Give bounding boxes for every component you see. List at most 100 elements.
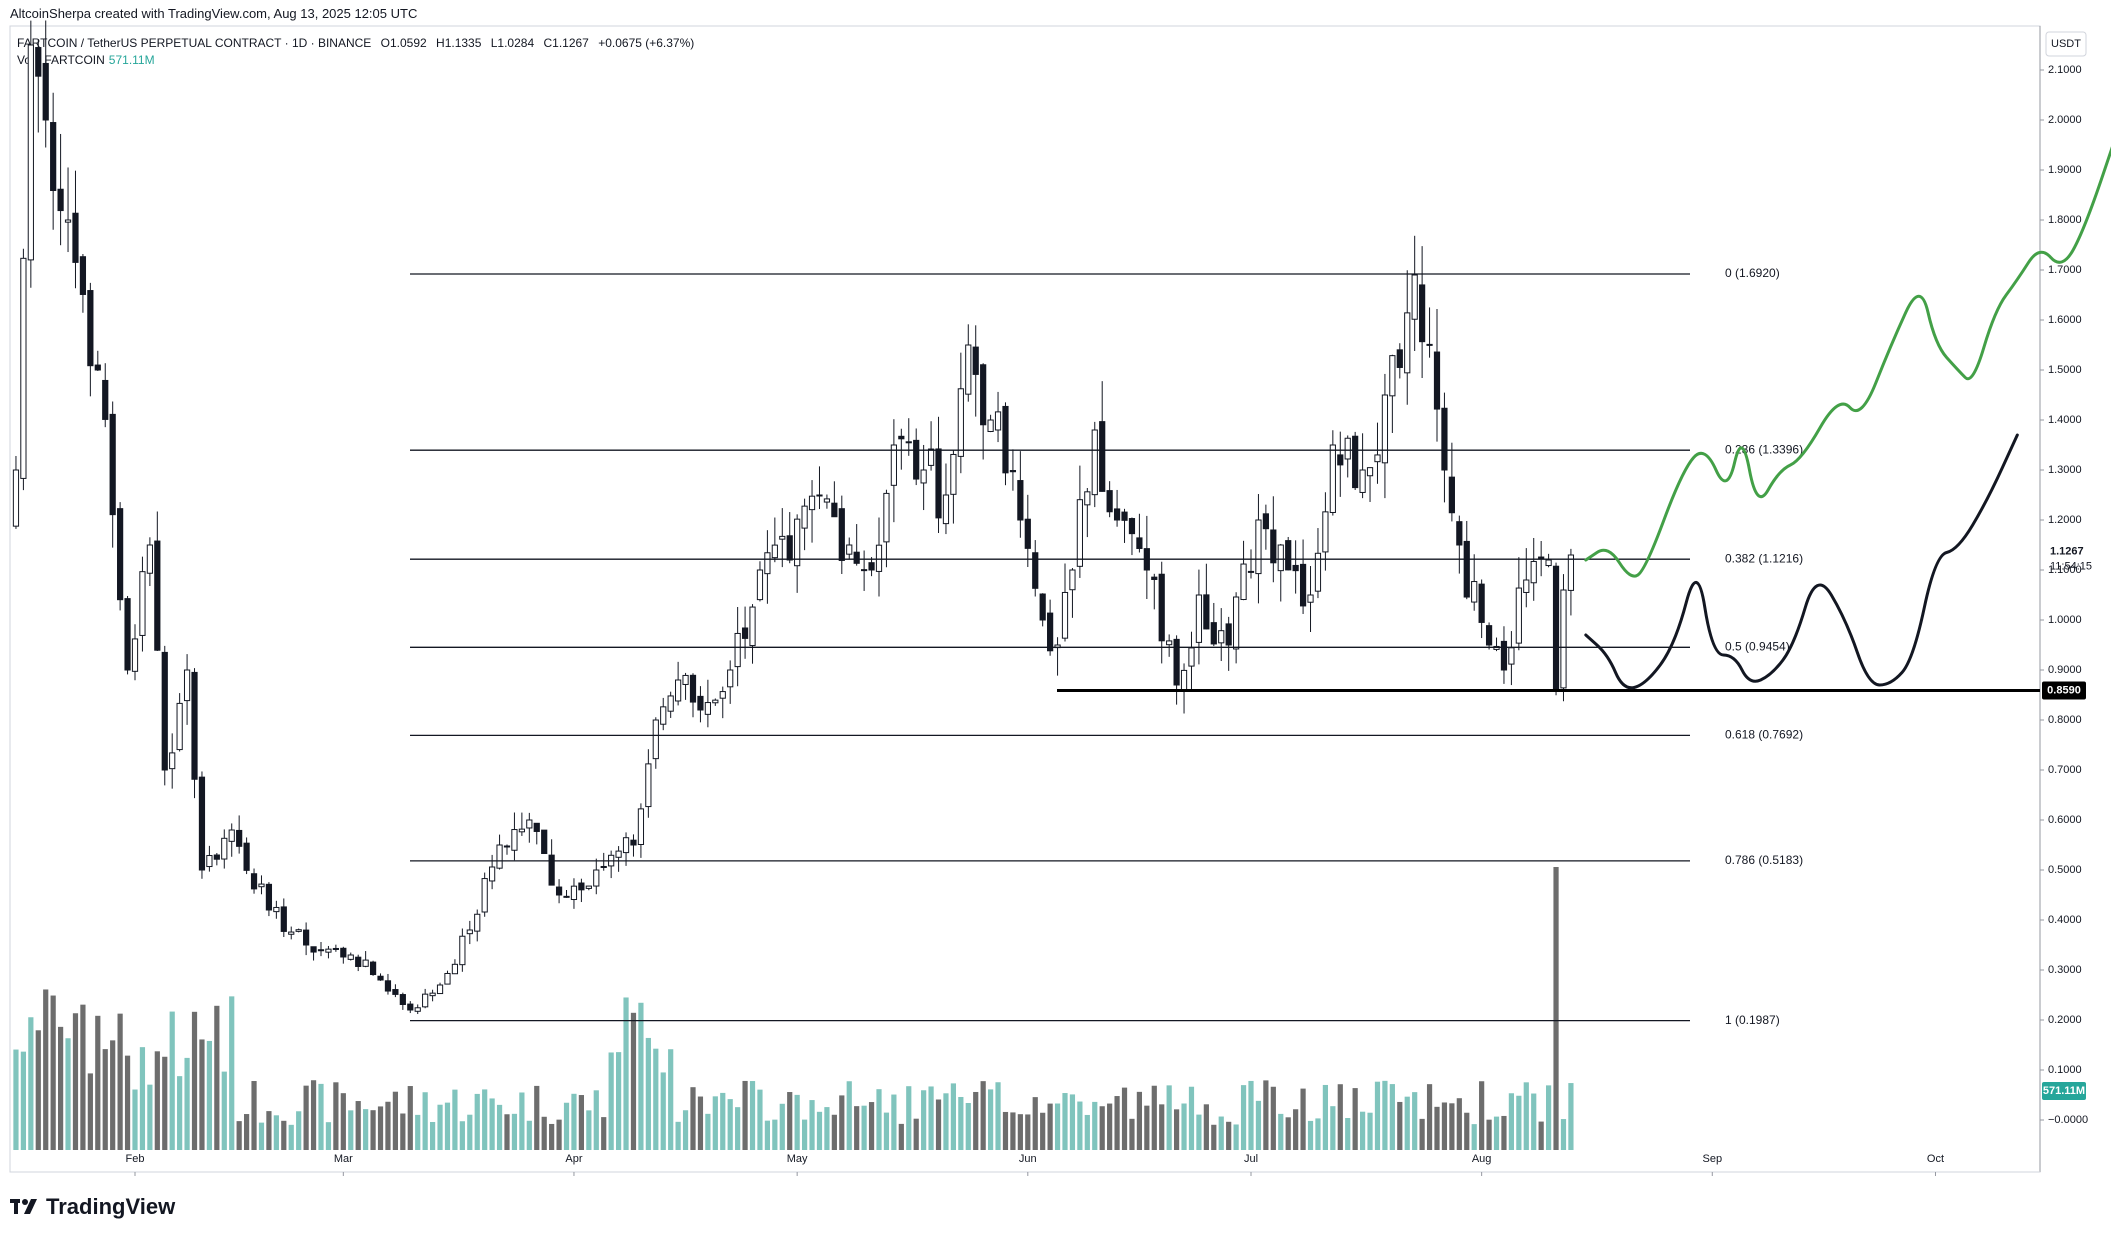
candle-body	[823, 498, 831, 503]
volume-bar	[57, 1026, 64, 1150]
candle-body	[1478, 583, 1485, 623]
candle-body	[905, 441, 912, 444]
volume-bar	[206, 1040, 213, 1150]
candle-body	[280, 906, 287, 932]
volume-bar	[1367, 1112, 1373, 1150]
candle-body	[1299, 563, 1307, 607]
volume-bar	[1397, 1101, 1403, 1150]
volume-bar	[1345, 1118, 1351, 1150]
volume-bar	[839, 1095, 845, 1150]
candle-body	[94, 364, 101, 371]
candle-body	[27, 44, 34, 261]
y-tick-label: 0.7000	[2048, 764, 2082, 776]
candle-body	[1448, 476, 1455, 514]
candle-body	[481, 878, 488, 913]
volume-bar	[1434, 1106, 1440, 1150]
volume-bar	[1538, 1121, 1544, 1150]
candle-body	[786, 535, 793, 561]
candle-body	[295, 929, 302, 932]
volume-bar	[1077, 1101, 1083, 1150]
candle-body	[875, 544, 883, 572]
volume-bar	[266, 1111, 272, 1150]
candle-body	[1166, 640, 1173, 646]
volume-bar	[139, 1047, 146, 1150]
volume-bar	[1486, 1119, 1492, 1150]
volume-bar	[995, 1082, 1001, 1150]
candle-body	[1366, 467, 1374, 477]
volume-bar	[288, 1124, 294, 1150]
candle-body	[213, 854, 220, 860]
volume-bar	[325, 1122, 332, 1150]
volume-bar	[705, 1113, 711, 1150]
candle-body	[526, 819, 533, 829]
symbol-name[interactable]: FARTCOIN / TetherUS PERPETUAL CONTRACT ·…	[17, 36, 372, 50]
candle-body	[422, 993, 429, 1008]
candle-body	[317, 949, 325, 952]
y-tick-label: 1.0000	[2048, 614, 2082, 626]
candle-body	[637, 808, 645, 845]
volume-bar	[1099, 1106, 1105, 1150]
volume-bar	[72, 1013, 79, 1150]
candle-body	[1002, 405, 1009, 474]
x-tick-label: Jul	[1244, 1153, 1258, 1165]
volume-bar	[214, 1005, 220, 1150]
y-tick-label: 1.4000	[2048, 414, 2082, 426]
volume-bar	[1092, 1101, 1098, 1150]
y-tick-label: 0.9000	[2048, 664, 2082, 676]
volume-bar	[1062, 1093, 1068, 1150]
volume-bar	[310, 1080, 317, 1150]
volume-bar	[534, 1085, 540, 1150]
candle-body	[980, 364, 987, 426]
candle-body	[1419, 284, 1426, 343]
fib-level-label: 1 (0.1987)	[1725, 1013, 1780, 1027]
candle-body	[868, 562, 875, 571]
candle-body	[50, 122, 57, 192]
candle-body	[79, 256, 87, 295]
volume-bar	[1263, 1080, 1269, 1150]
volume-bar	[385, 1101, 391, 1150]
candle-body	[853, 551, 860, 564]
volume-bar	[645, 1037, 651, 1150]
y-tick-label: 1.3000	[2048, 464, 2082, 476]
chart-credit: AltcoinSherpa created with TradingView.c…	[10, 6, 418, 21]
candle-body	[1560, 589, 1567, 689]
volume-bar	[1359, 1111, 1366, 1150]
y-tick-label: 0.8000	[2048, 714, 2082, 726]
volume-bar	[1404, 1096, 1410, 1150]
volume-bar	[601, 1117, 607, 1150]
volume-bar	[1188, 1086, 1195, 1150]
volume-bar	[846, 1081, 852, 1150]
candle-body	[176, 702, 183, 751]
candle-body	[563, 895, 570, 898]
candle-body	[1195, 594, 1203, 643]
y-tick-label: 0.6000	[2048, 814, 2082, 826]
candle-body	[682, 674, 689, 685]
candle-body	[1247, 570, 1255, 573]
candle-body	[236, 829, 243, 847]
candle-body	[1433, 351, 1441, 410]
volume-bar	[1322, 1084, 1329, 1150]
volume-bar	[1248, 1080, 1254, 1150]
candle-body	[749, 606, 756, 647]
brand-name: TradingView	[46, 1194, 176, 1219]
volume-value-label: 571.11M	[2043, 1085, 2085, 1097]
volume-bar	[1084, 1114, 1090, 1150]
volume-bar	[422, 1092, 428, 1150]
candle-body	[1188, 647, 1195, 667]
volume-bar	[861, 1105, 867, 1150]
volume-bar	[124, 1055, 131, 1150]
volume-bar	[623, 997, 629, 1150]
candle-body	[1151, 576, 1158, 580]
candle-body	[131, 638, 139, 672]
volume-bar	[50, 995, 56, 1150]
volume-bar	[794, 1094, 800, 1150]
candle-body	[555, 886, 563, 896]
candle-body	[585, 885, 592, 889]
y-tick-label: 1.2000	[2048, 514, 2082, 526]
candle-body	[801, 505, 808, 529]
volume-bar	[467, 1114, 473, 1150]
volume-bar	[1389, 1084, 1395, 1150]
volume-bar	[898, 1123, 904, 1150]
volume-bar	[578, 1095, 585, 1150]
